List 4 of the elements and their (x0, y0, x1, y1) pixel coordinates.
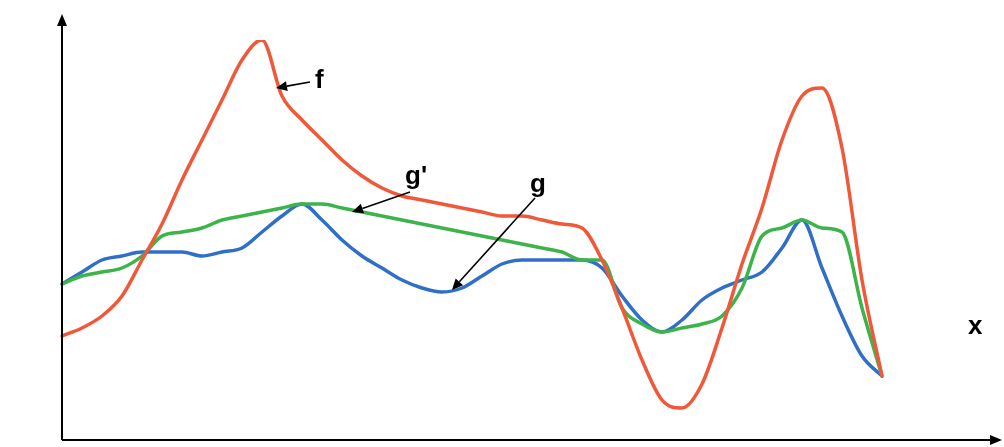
annotation: g' (405, 160, 428, 190)
annotation: g (530, 168, 546, 198)
annotation: f (315, 64, 324, 94)
x-axis-title: x (968, 310, 983, 340)
